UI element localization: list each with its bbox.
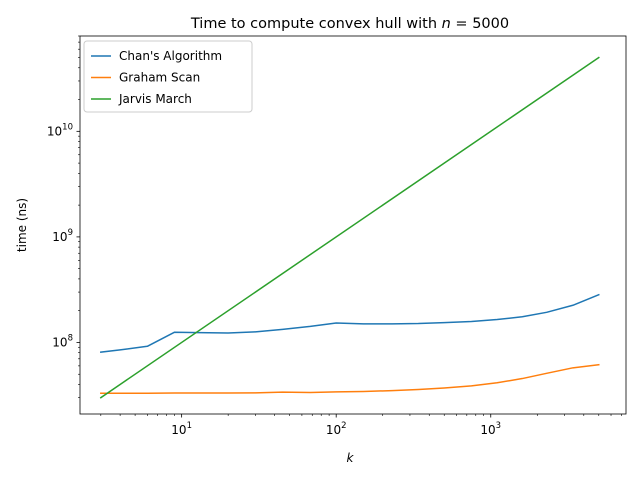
- legend-label-0: Chan's Algorithm: [119, 49, 222, 63]
- y-tick-label: 1010: [47, 122, 73, 138]
- series-line-0: [99, 293, 600, 353]
- x-tick-label: 101: [171, 421, 192, 437]
- legend-box: [83, 40, 253, 113]
- x-tick-label: 102: [326, 421, 347, 437]
- y-tick-label: 108: [52, 333, 73, 349]
- chart-title: Time to compute convex hull with n = 500…: [190, 16, 509, 32]
- series-line-2: [99, 56, 600, 399]
- y-axis-label: time (ns): [15, 198, 29, 252]
- x-tick-label: 103: [480, 421, 501, 437]
- x-axis-label: k: [347, 451, 355, 465]
- series-layer: [99, 56, 600, 399]
- legend: Chan's Algorithm Graham Scan Jarvis March: [83, 40, 253, 113]
- plot-area: 101 102 103 108 109 1010: [47, 35, 627, 437]
- y-tick-label: 109: [52, 228, 73, 244]
- ticks-layer: 101 102 103 108 109 1010: [47, 35, 622, 437]
- series-line-1: [100, 363, 600, 395]
- axes-frame: [79, 35, 627, 415]
- legend-label-2: Jarvis March: [118, 92, 192, 106]
- legend-label-1: Graham Scan: [119, 71, 200, 85]
